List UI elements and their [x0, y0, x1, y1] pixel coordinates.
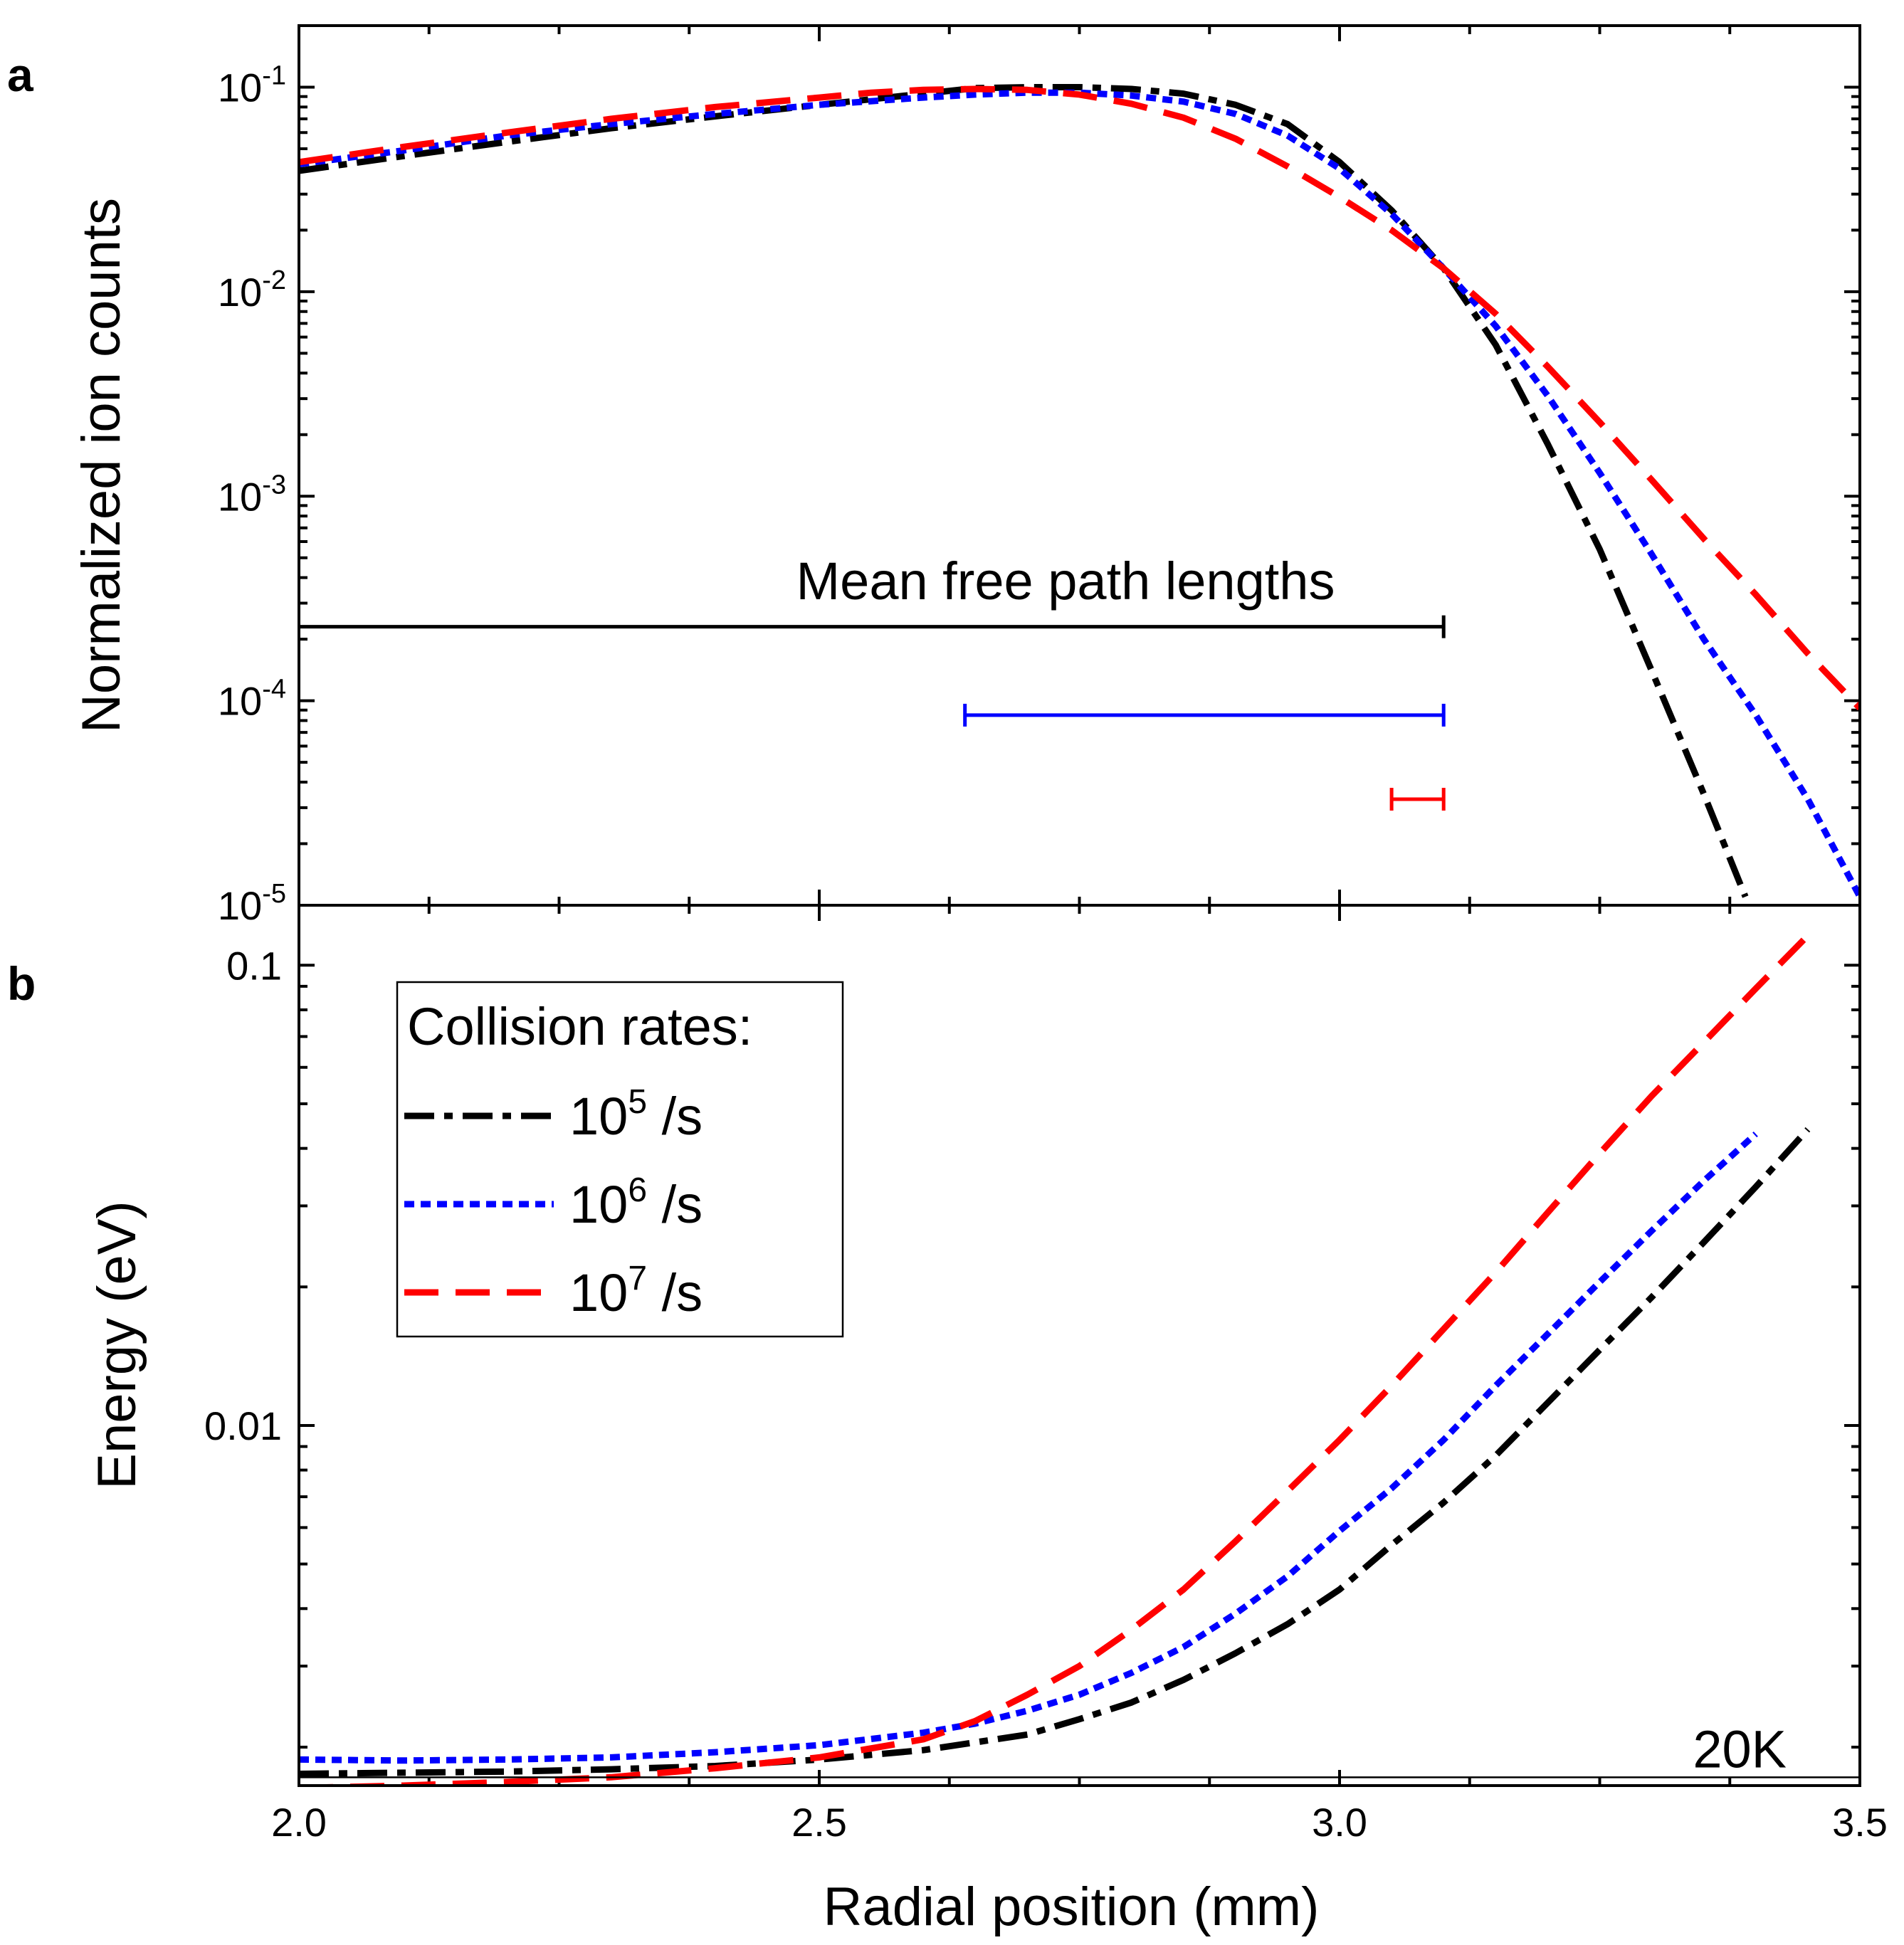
panel-a-y-tick-label: 10-5 [218, 879, 286, 928]
panel-a-letter: a [7, 48, 34, 101]
legend-entry-1e6: 106 /s [569, 1171, 703, 1234]
panel-b-frame [298, 904, 1861, 1787]
legend-title: Collision rates: [407, 997, 752, 1056]
x-tick-label: 3.5 [1832, 1800, 1888, 1845]
panel-a-y-tick-label: 10-4 [218, 675, 286, 724]
panel-a-series [299, 84, 1860, 899]
panel-a-series-1 [299, 89, 1860, 899]
x-tick-label: 3.0 [1312, 1800, 1367, 1845]
panel-a-series-2 [299, 85, 1860, 711]
panel-a-series-0 [299, 84, 1749, 898]
legend-entry-1e5: 105 /s [569, 1083, 703, 1146]
panel-b-y-tick-label: 0.01 [204, 1403, 282, 1448]
legend-box [396, 981, 844, 1338]
panel-a-y-tick-labels: 10-1 10-2 10-3 10-4 10-5 [218, 61, 286, 928]
legend-entry-1e7: 107 /s [569, 1260, 703, 1322]
panel-a-frame [298, 24, 1861, 907]
panel-b-x-tick-labels: 2.0 2.5 3.0 3.5 [271, 1800, 1888, 1845]
x-axis-title: Radial position (mm) [824, 1877, 1320, 1937]
panel-b-y-tick-label: 0.1 [226, 943, 282, 988]
panel-b-series [299, 933, 1811, 1786]
panel-b-letter: b [7, 957, 36, 1010]
panel-a: a 10-1 10-2 10-3 10-4 10-5 Mean free path le… [7, 24, 1861, 928]
reference-line-label: 20K [1693, 1719, 1787, 1778]
mean-free-path-label: Mean free path lengths [796, 552, 1335, 611]
panel-a-y-tick-label: 10-2 [218, 265, 286, 315]
panel-a-y-axis-title: Normalized ion counts [71, 198, 132, 733]
x-tick-label: 2.0 [271, 1800, 327, 1845]
panel-b-y-tick-labels: 0.1 0.01 [204, 943, 282, 1448]
panel-b-y-axis-title: Energy (eV) [87, 1201, 147, 1490]
panel-a-y-tick-label: 10-1 [218, 61, 286, 110]
legend: Collision rates: 105 /s 106 /s 107 /s [396, 981, 844, 1338]
panel-b-series-0 [299, 1127, 1811, 1777]
panel-a-ticks [298, 24, 1861, 907]
panel-a-y-tick-label: 10-3 [218, 470, 286, 519]
panel-b: b 0.1 0.01 2.0 2.5 3.0 3.5 20K Collision rat… [7, 905, 1888, 1937]
panel-b-series-1 [299, 1131, 1758, 1764]
panel-b-series-2 [299, 933, 1811, 1786]
x-tick-label: 2.5 [791, 1800, 847, 1845]
mean-free-path-bars [299, 615, 1446, 811]
